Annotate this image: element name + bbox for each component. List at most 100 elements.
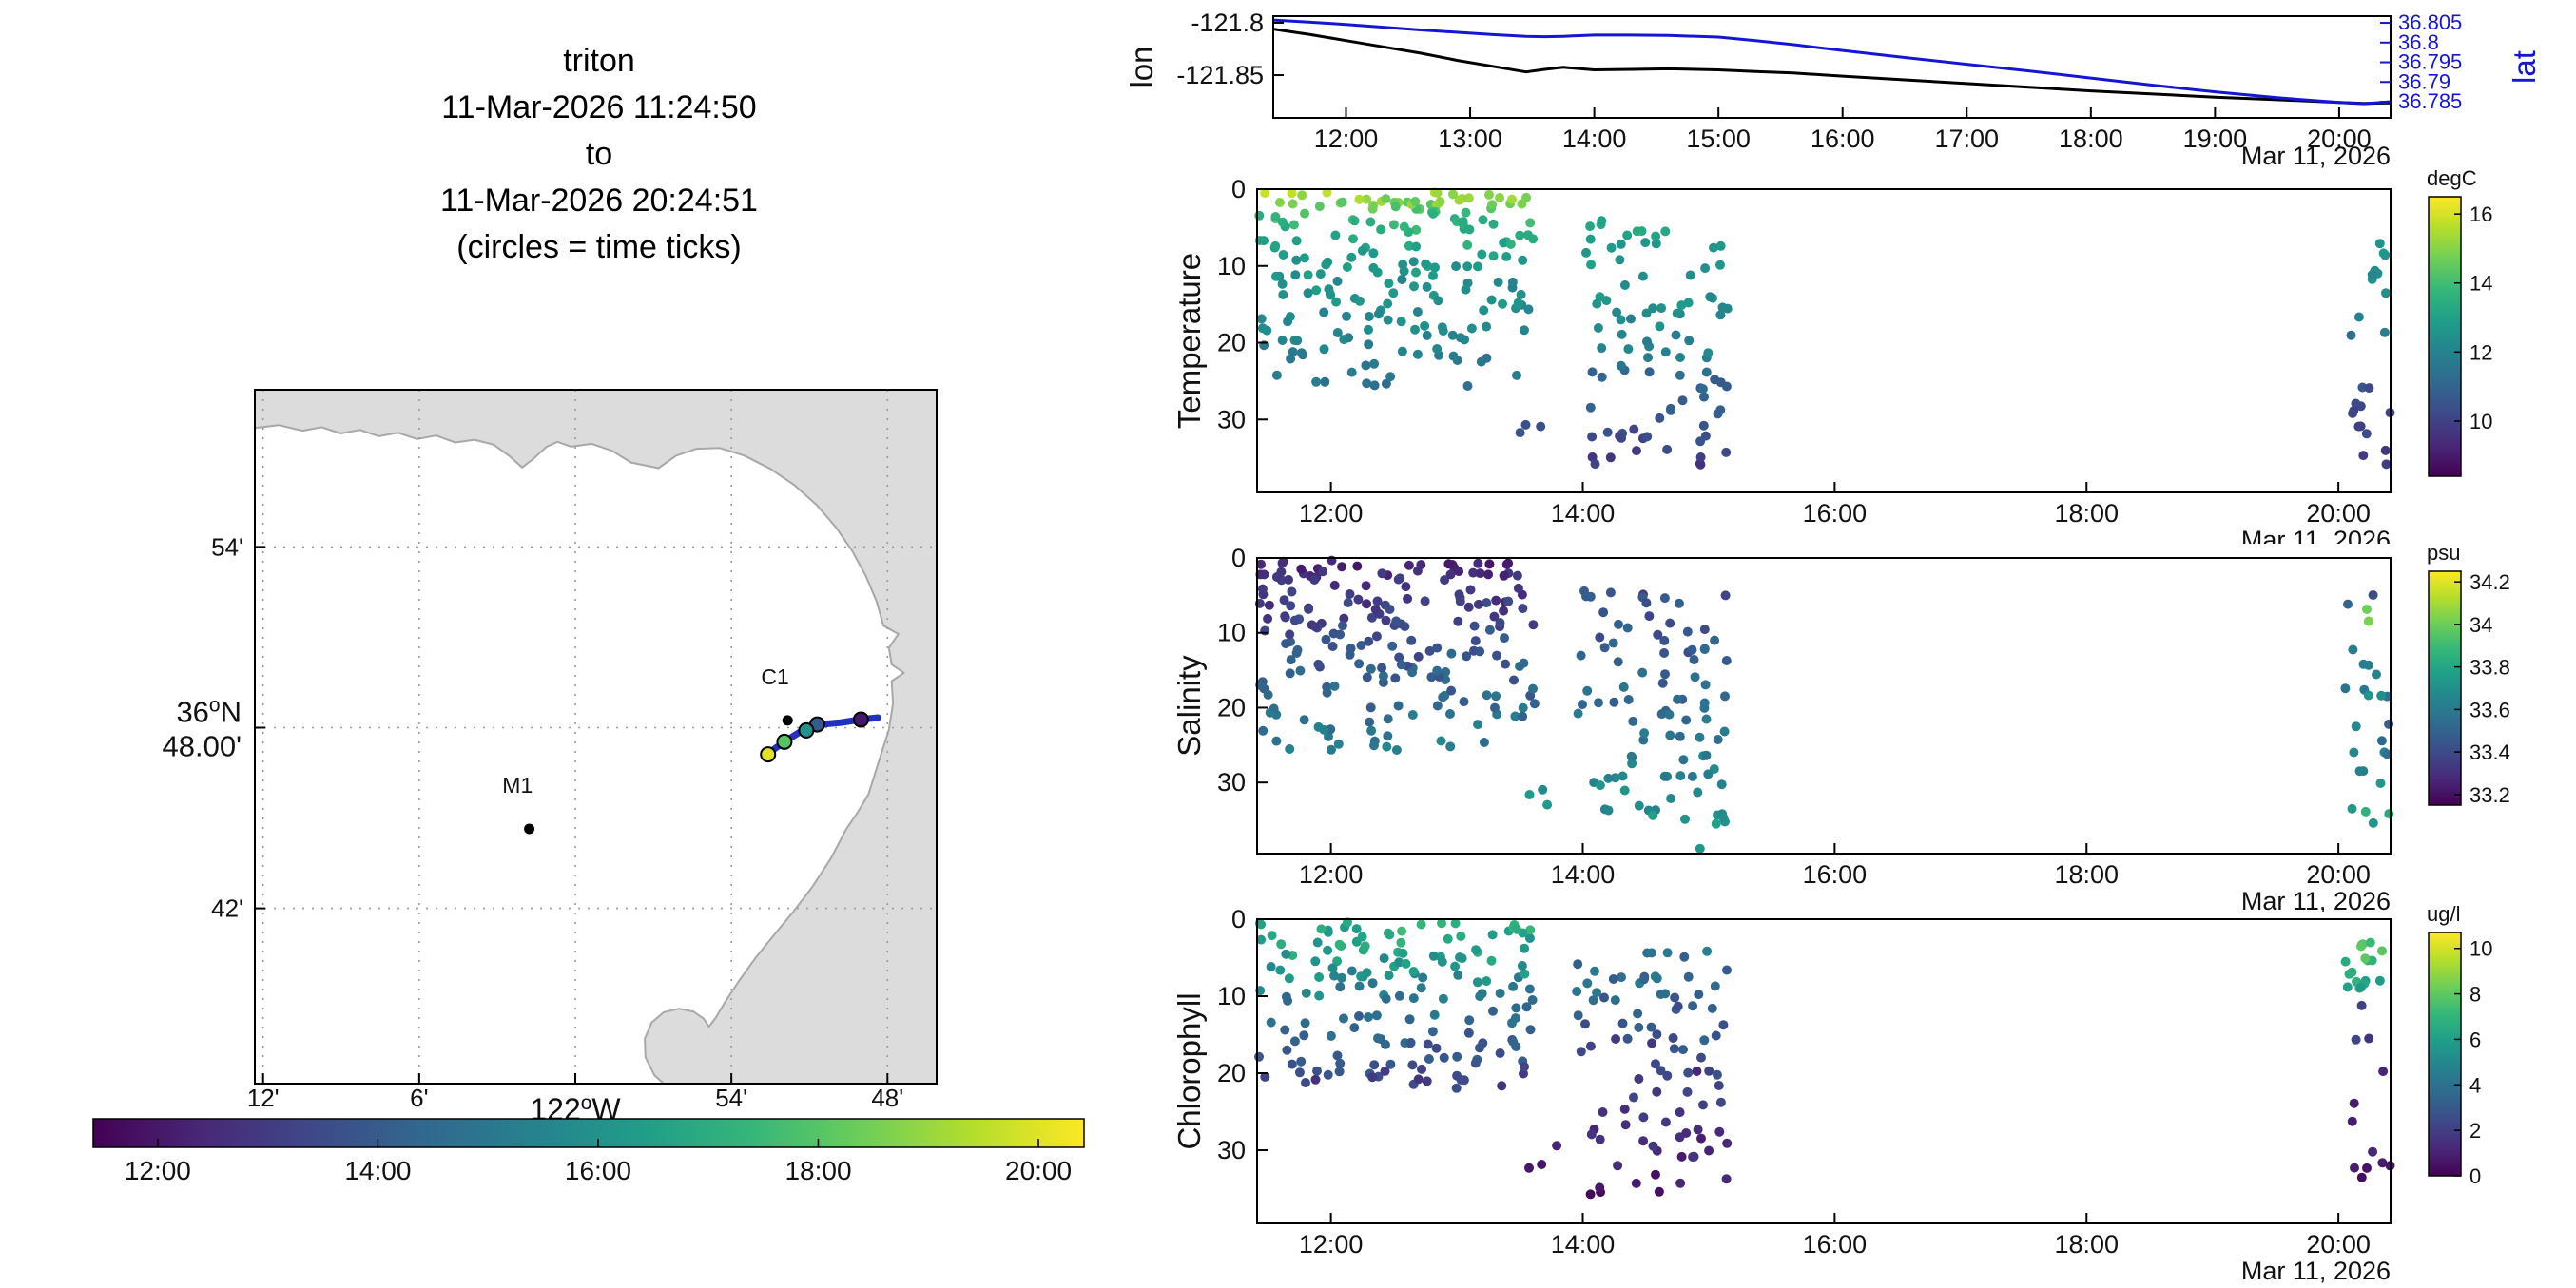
colorbar-tick-label: 34 [2469,613,2492,637]
data-point [1292,644,1303,655]
data-point [1500,633,1509,644]
data-point [1651,1059,1660,1069]
data-point [1420,320,1430,331]
data-point [1606,242,1617,253]
data-point [1459,697,1469,707]
data-point [1462,240,1473,250]
data-point [2340,683,2351,694]
data-point [1362,599,1372,609]
date-label: Mar 11, 2026 [2241,887,2391,912]
data-point [1709,242,1718,253]
data-point [1311,285,1322,296]
data-point [1587,432,1598,442]
data-point [1456,932,1466,941]
data-point [2380,250,2391,260]
data-point [1666,403,1675,413]
data-point [1659,771,1670,781]
data-point [1623,344,1634,355]
data-point [1385,372,1396,382]
map-x-tick-label: 6' [410,1084,428,1112]
data-point [1296,564,1307,574]
data-point [1695,436,1706,447]
station-dot-M1 [524,823,535,835]
data-point [1513,583,1523,593]
data-point [1505,240,1516,249]
data-point [1270,212,1281,221]
colorbar-unit-label: psu [2427,541,2460,565]
data-point [1309,575,1320,585]
data-point [1507,277,1518,287]
data-point [1408,257,1419,267]
data-point [1277,558,1288,568]
data-point [1528,620,1539,630]
data-point [1498,298,1507,309]
x-tick-label: 20:00 [2306,860,2371,889]
data-point [1665,618,1675,628]
data-point [1453,970,1463,980]
data-point [1475,646,1485,657]
data-point [1659,593,1670,604]
data-point [2368,1146,2378,1157]
data-point [2376,736,2387,746]
data-point [1351,924,1362,934]
data-point [1329,971,1340,981]
data-point [1590,966,1599,976]
data-point [1310,956,1321,967]
data-point [1267,931,1277,941]
data-point [1404,560,1414,570]
data-point [1619,785,1630,796]
data-point [2374,975,2385,986]
data-point [1484,625,1495,635]
data-point [1497,1081,1507,1091]
data-point [1598,1107,1608,1117]
data-point [2364,1033,2374,1044]
data-point [1524,1163,1534,1173]
data-point [1396,937,1406,948]
chlorophyll-scatter-plot: 12:00 14:00 16:00 18:00 20:00 0 10 20 30 Chloroph… [1094,881,2576,1288]
colorbar-tick-label: 6 [2469,1028,2481,1051]
data-point [2360,806,2371,817]
data-point [1409,281,1419,292]
data-point [1460,335,1470,345]
data-point [1643,353,1653,363]
data-point [1399,221,1409,232]
data-point [1617,771,1628,781]
data-point [1656,990,1666,999]
colorbar [2428,932,2462,1177]
data-point [1689,655,1699,664]
data-point [2364,383,2374,394]
data-point [2347,967,2357,977]
data-point [1443,559,1454,569]
data-point [1274,198,1285,207]
data-point [1648,1141,1658,1151]
salinity-svg: 12:00 14:00 16:00 18:00 20:00 0 10 20 30 Salinity… [1172,541,2510,915]
data-point [1271,572,1282,582]
data-point [1411,267,1421,278]
data-point [1332,1050,1343,1061]
data-point [1520,943,1530,953]
data-point [1579,586,1589,596]
data-point [1721,381,1732,392]
data-point [1438,993,1448,1004]
x-tick-label: 17:00 [1934,125,1999,153]
station-dot-C1 [782,715,793,726]
data-point [1486,295,1497,305]
y-tick-label-left: -121.85 [1176,61,1264,89]
x-tick-label: 20:00 [2306,1230,2371,1259]
data-point [1279,595,1289,606]
data-point [1288,199,1298,209]
data-point [1382,741,1392,752]
data-point [1332,328,1343,337]
x-tick-label: 14:00 [1551,860,1616,889]
data-point [1675,1107,1685,1118]
data-point [1398,260,1408,270]
data-point [1646,948,1656,958]
data-point [1499,238,1509,248]
data-point [1659,635,1670,645]
data-point [1473,599,1483,609]
data-point [1573,1010,1583,1021]
data-point [1416,919,1426,930]
data-point [1412,307,1423,317]
data-point [1312,937,1323,948]
data-point [1451,1083,1462,1093]
